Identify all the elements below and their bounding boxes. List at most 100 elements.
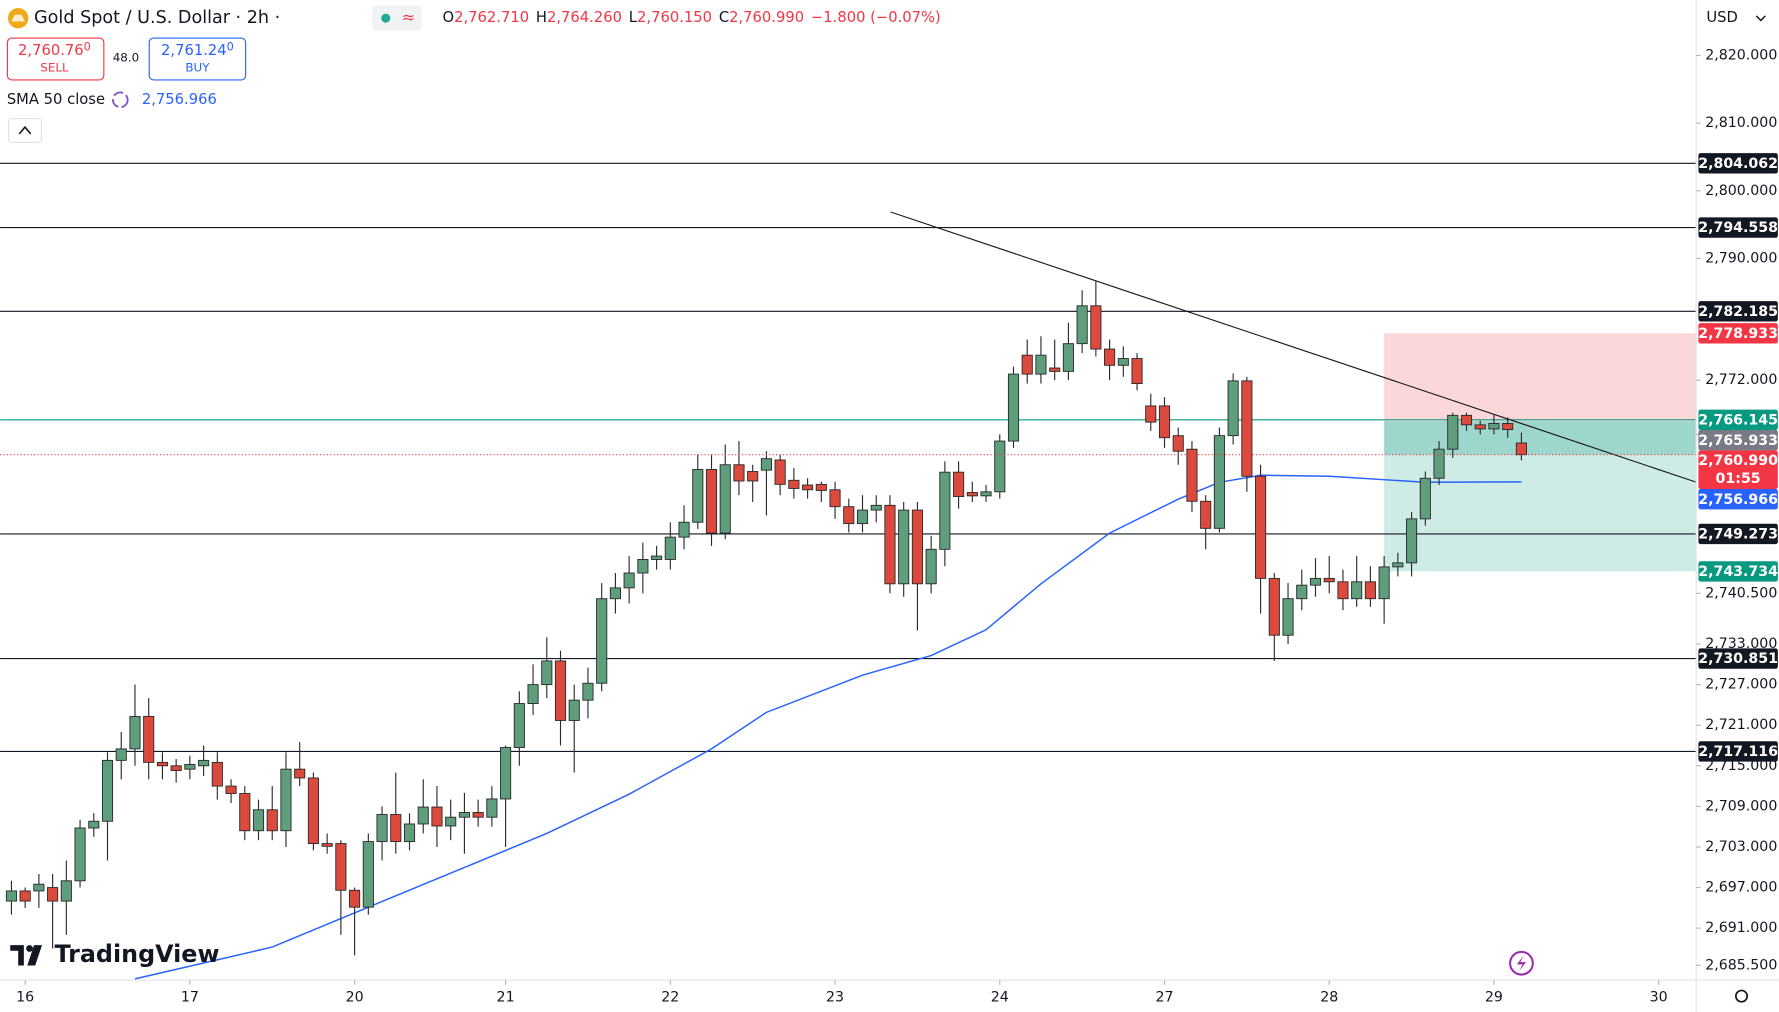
candle-body	[5, 890, 17, 902]
target-zone	[1384, 421, 1697, 572]
x-tick-label: 28	[1320, 989, 1338, 1005]
candle-body	[1488, 423, 1500, 430]
candle-body	[1323, 577, 1335, 583]
hline-tag	[1698, 409, 1778, 431]
ohlc-key: O	[442, 9, 454, 26]
sell-price: 2,760.760	[18, 40, 91, 59]
candle-body	[1200, 500, 1212, 529]
indicator-icon[interactable]	[112, 91, 129, 109]
candle-body	[280, 768, 292, 832]
logo-text: TradingView	[54, 940, 219, 968]
candle-body	[1255, 475, 1267, 579]
candle-body	[445, 816, 457, 827]
logo-dot	[26, 945, 33, 952]
alert-icon[interactable]	[1509, 950, 1534, 976]
candle-body	[815, 483, 827, 491]
ohlc: O2,762.710 H2,764.260 L2,760.150 C2,760.990…	[442, 9, 940, 26]
candle-body	[664, 536, 676, 560]
candle-body	[170, 765, 182, 771]
x-tick-label: 30	[1650, 989, 1668, 1005]
indicator-value: 2,756.966	[142, 91, 217, 108]
candle-body	[47, 887, 59, 902]
candle-body	[1213, 435, 1225, 529]
candle-body	[1090, 305, 1102, 350]
level-tag	[1698, 217, 1778, 238]
candle-body	[1268, 577, 1280, 636]
header: Gold Spot / U.S. Dollar · 2h · ≈ O2,762.…	[6, 5, 941, 143]
candle-body	[1309, 577, 1322, 586]
stop-tag-label: 2,778.933	[1698, 326, 1778, 342]
candle-body	[1145, 405, 1157, 423]
y-tick-label: 2,800.000	[1705, 183, 1777, 199]
market-status	[381, 13, 391, 23]
collapse-chevron	[18, 125, 32, 135]
x-tick-label: 24	[991, 989, 1009, 1005]
candle-body	[637, 559, 649, 574]
candle-body	[939, 471, 951, 550]
logo-mark	[27, 945, 43, 966]
candle-body	[390, 814, 402, 843]
candle-body	[898, 509, 910, 585]
candle-body	[1172, 435, 1184, 452]
y-tick-label: 2,740.500	[1705, 585, 1777, 601]
candle-body	[198, 759, 210, 767]
candle-body	[1474, 424, 1486, 430]
candle-body	[1035, 354, 1047, 375]
candle-body	[527, 684, 539, 705]
candle-body	[129, 715, 141, 750]
candle-body	[651, 555, 663, 560]
candle-body	[60, 880, 72, 902]
candle-body	[349, 889, 361, 908]
currency[interactable]: USD	[1706, 9, 1737, 26]
entry-tag	[1698, 430, 1778, 451]
symbol-title: Gold Spot / U.S. Dollar · 2h ·	[34, 8, 280, 28]
sell-button[interactable]	[6, 37, 105, 81]
candle-body	[1241, 380, 1253, 477]
candle-body	[335, 843, 347, 891]
candle-body	[1460, 414, 1473, 426]
buy-label: BUY	[185, 61, 210, 75]
y-tick-label: 2,715.000	[1705, 758, 1777, 774]
target-tag-label: 2,743.734	[1698, 564, 1778, 580]
candle-body	[1007, 373, 1020, 442]
settings-icon[interactable]	[1735, 989, 1749, 1003]
candle-body	[1282, 598, 1294, 636]
y-tick-label: 2,820.000	[1705, 47, 1777, 63]
candle-body	[1076, 305, 1088, 345]
ohlc-key: C	[719, 9, 729, 26]
candle-body	[1131, 358, 1143, 385]
candle-body	[1392, 562, 1404, 568]
ohlc-value: 2,762.710	[454, 9, 529, 26]
candle-body	[143, 715, 155, 763]
buy-price-small: 0	[227, 40, 234, 54]
status-box[interactable]	[372, 5, 423, 31]
y-tick-label: 2,721.000	[1705, 717, 1777, 733]
ohlc-value: 2,760.990	[729, 9, 804, 26]
candle-body	[1227, 380, 1239, 437]
ohlc-value: 2,760.150	[637, 9, 712, 26]
y-tick-label: 2,691.000	[1705, 920, 1777, 936]
candle-body	[829, 489, 841, 508]
candle-body	[33, 883, 45, 892]
candle-body	[184, 763, 196, 770]
trendline	[890, 211, 1696, 483]
level-tag-label: 2,749.273	[1698, 527, 1778, 543]
candle-body	[747, 471, 759, 482]
buy-button[interactable]	[148, 37, 247, 81]
candle-body	[1433, 448, 1445, 479]
candle-body	[1351, 581, 1363, 600]
hline-tag-label: 2,766.145	[1698, 412, 1778, 428]
candle-body	[788, 479, 800, 489]
ohlc-change: −1.800 (−0.07%)	[811, 9, 941, 26]
candle-body	[1049, 367, 1061, 372]
sell-label: SELL	[40, 61, 69, 75]
open-pnl-zone	[1384, 421, 1697, 455]
collapse-button[interactable]	[7, 117, 43, 143]
x-tick-label: 16	[16, 989, 34, 1005]
candle-body	[1158, 405, 1171, 439]
candle-body	[211, 761, 223, 787]
candle-body	[1104, 348, 1116, 366]
candle-body	[88, 820, 100, 829]
buy-price-main: 2,761.24	[161, 42, 227, 59]
candle-body	[774, 459, 786, 485]
